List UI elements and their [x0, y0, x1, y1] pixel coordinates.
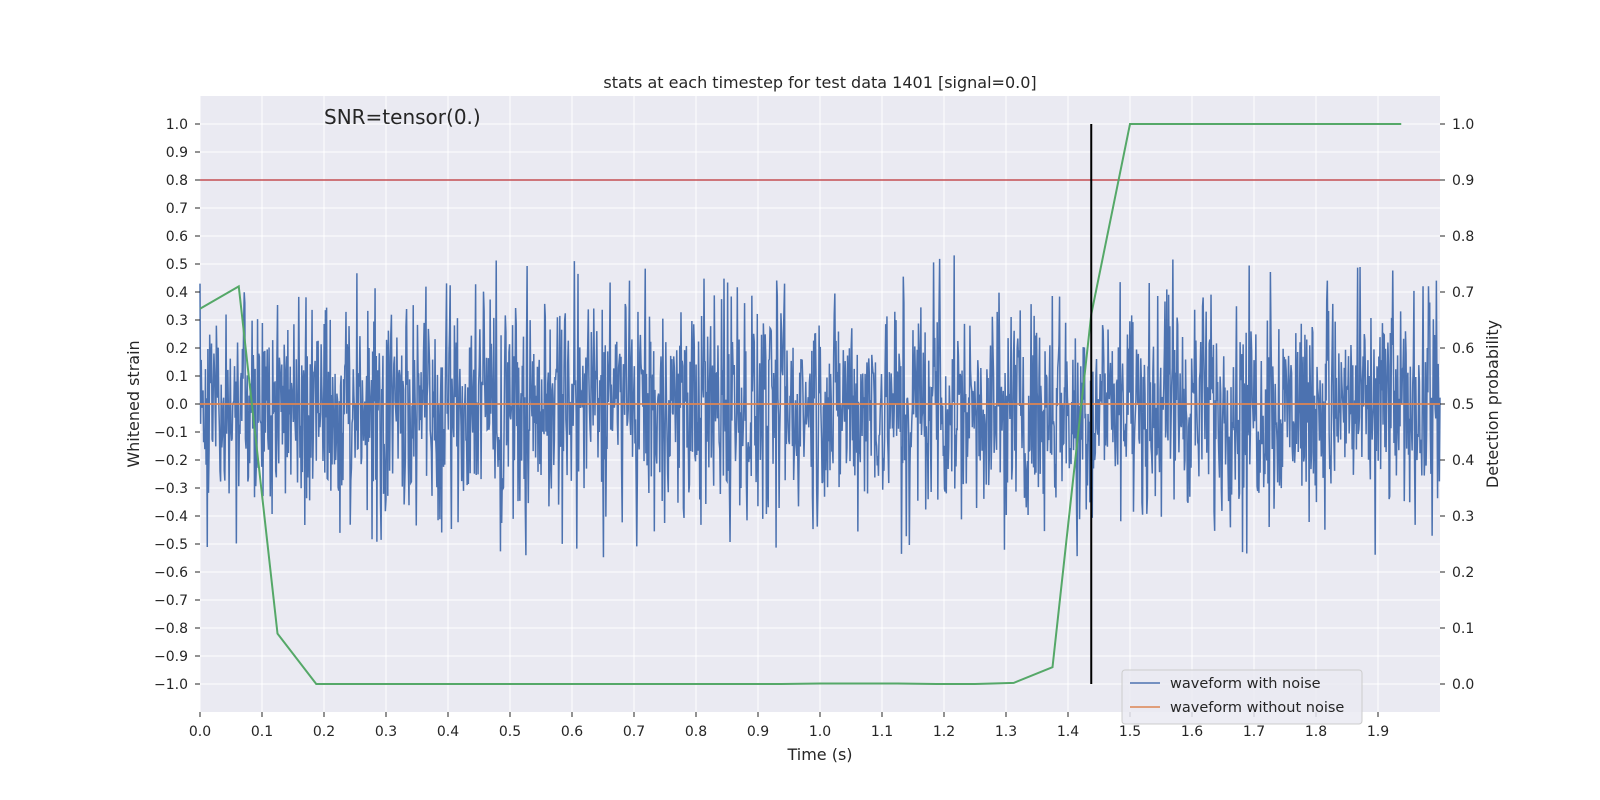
y-tick-label: 0.1	[166, 369, 188, 385]
x-tick-label: 0.7	[623, 724, 645, 740]
y-tick-label: 0.6	[166, 229, 188, 245]
x-tick-label: 1.8	[1305, 724, 1327, 740]
y-tick-label: 0.2	[166, 341, 188, 357]
x-tick-label: 0.8	[685, 724, 707, 740]
y-tick-label: −0.2	[154, 453, 188, 469]
y-tick-label: 0.8	[166, 173, 188, 189]
legend-label-clean: waveform without noise	[1170, 700, 1344, 716]
y2-tick-label: 0.5	[1452, 397, 1474, 413]
x-tick-label: 1.1	[871, 724, 893, 740]
x-tick-label: 1.3	[995, 724, 1017, 740]
y-tick-label: −0.8	[154, 621, 188, 637]
y-tick-label: 0.7	[166, 201, 188, 217]
y2-tick-label: 0.2	[1452, 565, 1474, 581]
detection-probability-line	[199, 123, 1402, 685]
y-tick-label: 0.0	[166, 397, 188, 413]
y-tick-label: −0.4	[154, 509, 188, 525]
x-tick-label: 1.9	[1367, 724, 1389, 740]
y2-tick-label: 1.0	[1452, 117, 1474, 133]
x-tick-label: 0.2	[313, 724, 335, 740]
y2-tick-label: 0.9	[1452, 173, 1474, 189]
x-axis-label: Time (s)	[786, 745, 852, 764]
legend-box	[1121, 669, 1363, 725]
snr-annotation: SNR=tensor(0.)	[324, 105, 481, 129]
y-tick-label: 0.5	[166, 257, 188, 273]
x-tick-label: 0.3	[375, 724, 397, 740]
y-tick-label: −1.0	[154, 677, 188, 693]
y2-tick-label: 0.7	[1452, 285, 1474, 301]
x-tick-label: 0.5	[499, 724, 521, 740]
y2-tick-label: 0.0	[1452, 677, 1474, 693]
x-tick-label: 0.1	[251, 724, 273, 740]
x-tick-label: 1.2	[933, 724, 955, 740]
x-tick-label: 1.7	[1243, 724, 1265, 740]
overlay-lines	[199, 123, 1440, 685]
noise-line	[199, 255, 1441, 558]
y2-axis-label: Detection probability	[1483, 320, 1502, 488]
series-waveform-with-noise	[199, 255, 1441, 558]
legend-label-noise: waveform with noise	[1170, 676, 1321, 692]
x-tick-label: 1.6	[1181, 724, 1203, 740]
y-axis-label: Whitened strain	[124, 340, 143, 467]
axis-ticks: 0.0 0.1 0.2 0.3 0.4 0.5 0.6 0.7 0.8 0.9 1.0 1.1 1.2 1…	[154, 117, 1474, 740]
x-tick-label: 0.0	[189, 724, 211, 740]
y2-tick-label: 0.3	[1452, 509, 1474, 525]
legend: waveform with noise waveform without noi…	[1121, 669, 1363, 725]
x-tick-label: 1.0	[809, 724, 831, 740]
y2-tick-label: 0.8	[1452, 229, 1474, 245]
x-tick-label: 1.4	[1057, 724, 1079, 740]
y-tick-label: −0.7	[154, 593, 188, 609]
y-tick-label: 0.9	[166, 145, 188, 161]
chart-title: stats at each timestep for test data 140…	[603, 73, 1036, 92]
x-tick-label: 0.4	[437, 724, 459, 740]
y2-tick-label: 0.6	[1452, 341, 1474, 357]
y2-tick-label: 0.4	[1452, 453, 1474, 469]
y-tick-label: 0.3	[166, 313, 188, 329]
y2-tick-label: 0.1	[1452, 621, 1474, 637]
x-tick-label: 0.6	[561, 724, 583, 740]
y-tick-label: −0.5	[154, 537, 188, 553]
y-tick-label: −0.6	[154, 565, 188, 581]
x-tick-label: 1.5	[1119, 724, 1141, 740]
y-tick-label: −0.1	[154, 425, 188, 441]
y-tick-label: 1.0	[166, 117, 188, 133]
y-tick-label: −0.9	[154, 649, 188, 665]
y-tick-label: 0.4	[166, 285, 188, 301]
y-tick-label: −0.3	[154, 481, 188, 497]
x-tick-label: 0.9	[747, 724, 769, 740]
